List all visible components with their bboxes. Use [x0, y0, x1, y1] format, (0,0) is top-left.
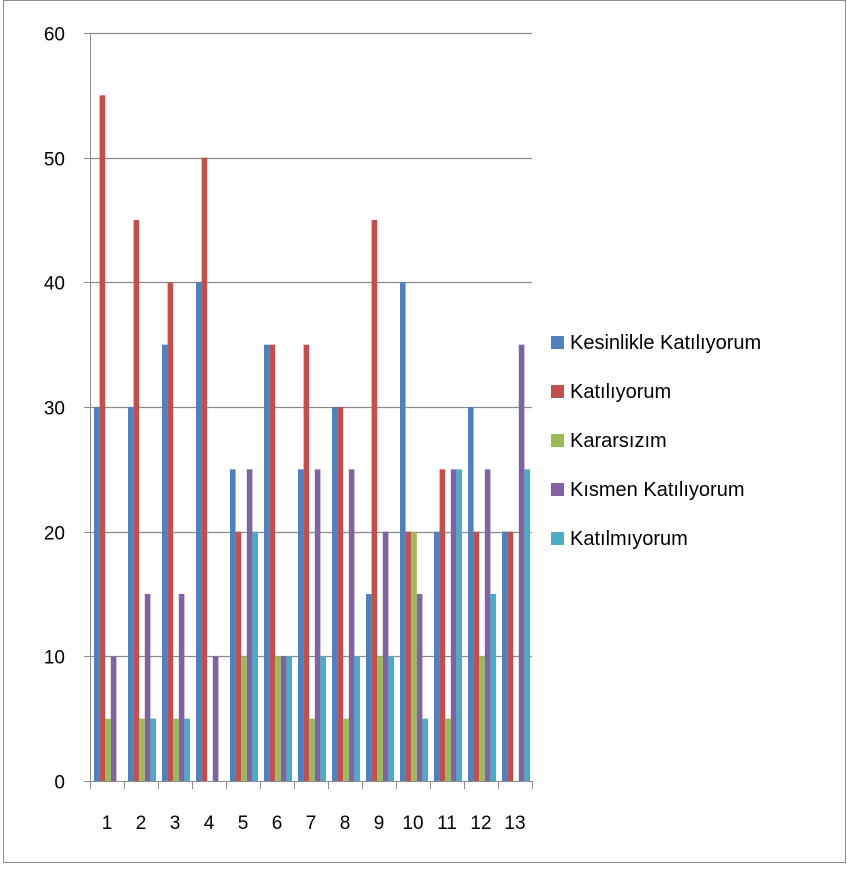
- bar: [280, 656, 287, 781]
- bar: [473, 531, 480, 781]
- bar: [235, 531, 242, 781]
- bar: [377, 656, 383, 781]
- bar: [230, 469, 236, 781]
- bar: [241, 656, 247, 781]
- bar: [144, 594, 151, 781]
- y-tick-label: 20: [44, 524, 65, 545]
- bar: [286, 656, 292, 781]
- x-tick-label: 9: [374, 813, 385, 834]
- x-tick-label: 10: [402, 813, 423, 834]
- bar: [150, 718, 156, 781]
- bar: [422, 718, 428, 781]
- bar: [348, 469, 355, 781]
- bar: [110, 656, 117, 781]
- bar: [94, 407, 100, 781]
- x-tick-label: 4: [204, 813, 215, 834]
- y-tick-label: 60: [44, 25, 65, 46]
- bar: [264, 344, 270, 781]
- bar: [382, 531, 389, 781]
- bar: [354, 656, 360, 781]
- bar: [416, 594, 423, 781]
- bar: [456, 469, 462, 781]
- bar: [298, 469, 304, 781]
- bar: [366, 594, 372, 781]
- bar: [105, 718, 111, 781]
- bar: [128, 407, 134, 781]
- bar: [405, 531, 412, 781]
- bar: [490, 594, 496, 781]
- bar: [212, 656, 219, 781]
- bar: [246, 469, 253, 781]
- x-tick-label: 3: [170, 813, 181, 834]
- bar: [167, 282, 174, 781]
- y-tick-label: 10: [44, 648, 65, 669]
- bar: [332, 407, 338, 781]
- bar: [468, 407, 474, 781]
- legend-label: Katılmıyorum: [570, 528, 688, 550]
- bar: [178, 594, 185, 781]
- x-tick-label: 6: [272, 813, 283, 834]
- legend-label: Kararsızım: [570, 430, 667, 452]
- bar: [173, 718, 179, 781]
- y-tick-label: 30: [44, 399, 65, 420]
- x-tick-label: 2: [136, 813, 147, 834]
- legend-swatch: [551, 336, 564, 349]
- bar: [162, 344, 168, 781]
- x-tick-label: 12: [470, 813, 491, 834]
- bar: [201, 157, 208, 782]
- y-tick-label: 40: [44, 274, 65, 295]
- bar: [479, 656, 485, 781]
- bar: [252, 531, 258, 781]
- x-tick-label: 7: [306, 813, 317, 834]
- bar: [343, 718, 349, 781]
- bar: [400, 282, 406, 781]
- bar: [388, 656, 394, 781]
- legend: Kesinlikle Katılıyorum Katılıyorum Kararsı…: [551, 332, 761, 550]
- bar: [314, 469, 321, 781]
- bar: [434, 531, 440, 781]
- legend-label: Kısmen Katılıyorum: [570, 479, 745, 501]
- bar: [133, 220, 140, 781]
- legend-swatch: [551, 532, 564, 545]
- legend-label: Katılıyorum: [570, 381, 671, 403]
- bar: [303, 344, 310, 781]
- bar: [99, 95, 106, 781]
- bar: [439, 469, 446, 781]
- bar: [184, 718, 190, 781]
- bar: [411, 531, 417, 781]
- bar: [275, 656, 281, 781]
- x-tick-label: 5: [238, 813, 249, 834]
- bar: [502, 531, 508, 781]
- bar: [484, 469, 491, 781]
- bar: [337, 407, 344, 781]
- x-tick-label: 1: [102, 813, 113, 834]
- legend-label: Kesinlikle Katılıyorum: [570, 332, 761, 354]
- bar: [196, 282, 202, 781]
- bar: [507, 531, 514, 781]
- bar: [371, 220, 378, 781]
- x-tick-label: 13: [504, 813, 525, 834]
- bar: [518, 344, 525, 781]
- y-tick-label: 50: [44, 150, 65, 171]
- bar: [139, 718, 145, 781]
- bar: [450, 469, 457, 781]
- bar: [524, 469, 530, 781]
- bar: [320, 656, 326, 781]
- y-tick-label: 0: [54, 773, 65, 794]
- legend-swatch: [551, 483, 564, 496]
- bar: [309, 718, 315, 781]
- legend-swatch: [551, 385, 564, 398]
- legend-swatch: [551, 434, 564, 447]
- bar: [445, 718, 451, 781]
- x-tick-label: 11: [437, 813, 457, 834]
- bars: [94, 95, 530, 782]
- x-tick-label: 8: [340, 813, 351, 834]
- bar: [269, 344, 276, 781]
